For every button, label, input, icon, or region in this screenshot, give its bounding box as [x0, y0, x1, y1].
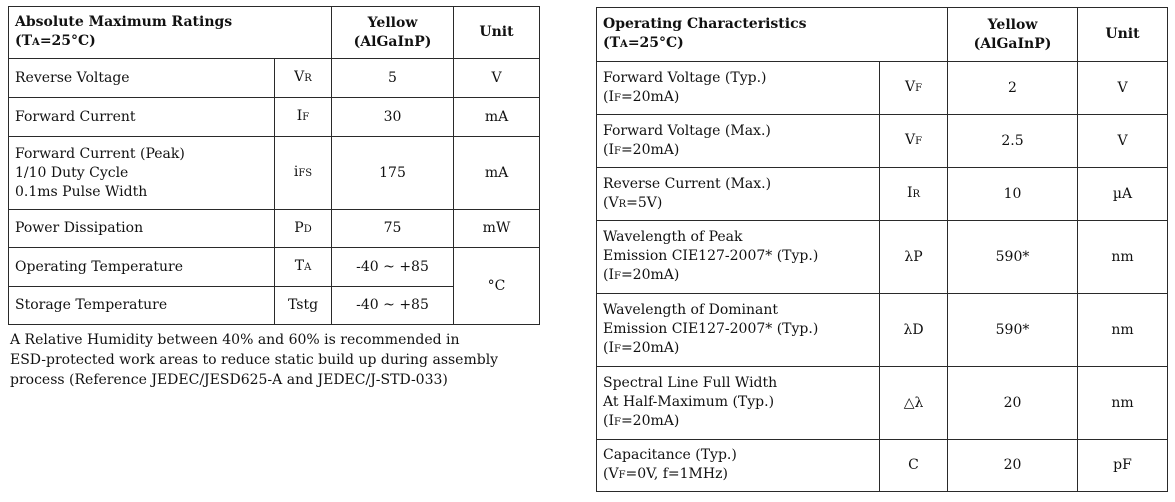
unit-cell: pF — [1077, 439, 1169, 492]
unit-cell: V — [1077, 61, 1169, 115]
param-cell: Storage Temperature — [8, 286, 275, 325]
table-row: Wavelength of Dominant Emission CIE127-2… — [596, 293, 1169, 367]
oc-title: Operating Characteristics — [603, 16, 807, 32]
symbol-cell: VF — [878, 114, 949, 168]
amr-header-row: Absolute Maximum Ratings (TA=25°C) Yello… — [7, 6, 541, 59]
table-row: Capacitance (Typ.) (VF=0V, f=1MHz) C 20 … — [596, 439, 1169, 492]
unit-cell: mW — [453, 209, 541, 248]
amr-condition: (TA=25°C) — [15, 33, 96, 49]
oc-color-header: Yellow (AlGaInP) — [947, 7, 1079, 62]
symbol-cell: λP — [878, 220, 949, 294]
symbol-cell: λD — [878, 293, 949, 367]
param-cell: Forward Voltage (Max.) (IF=20mA) — [596, 114, 880, 168]
value-cell: 5 — [331, 58, 455, 98]
humidity-note: A Relative Humidity between 40% and 60% … — [10, 332, 499, 388]
table-row: Forward Current IF 30 mA — [8, 97, 541, 137]
amr-title-cell: Absolute Maximum Ratings (TA=25°C) — [7, 6, 333, 59]
param-cell: Capacitance (Typ.) (VF=0V, f=1MHz) — [596, 439, 880, 492]
value-cell: 590* — [947, 220, 1079, 294]
absolute-maximum-ratings-table: Absolute Maximum Ratings (TA=25°C) Yello… — [7, 6, 541, 325]
param-cell: Forward Current (Peak) 1/10 Duty Cycle 0… — [8, 136, 275, 210]
unit-cell: nm — [1077, 220, 1169, 294]
table-row: Wavelength of Peak Emission CIE127-2007*… — [596, 220, 1169, 294]
param-cell: Reverse Current (Max.) (VR=5V) — [596, 167, 880, 221]
symbol-cell: IR — [878, 167, 949, 221]
oc-header-row: Operating Characteristics (TA=25°C) Yell… — [595, 7, 1169, 62]
value-cell: 30 — [331, 97, 455, 137]
amr-color-header: Yellow (AlGaInP) — [331, 6, 455, 59]
table-row: Operating Temperature TA -40 ~ +85 °C — [8, 247, 541, 325]
value-cell: 2.5 — [947, 114, 1079, 168]
symbol-cell: VF — [878, 61, 949, 115]
value-cell: 2 — [947, 61, 1079, 115]
unit-cell: V — [1077, 114, 1169, 168]
symbol-cell: Tstg — [273, 286, 333, 325]
value-cell: 20 — [947, 366, 1079, 440]
table-row: Forward Voltage (Typ.) (IF=20mA) VF 2 V — [596, 61, 1169, 115]
oc-unit-header: Unit — [1077, 7, 1169, 62]
oc-title-cell: Operating Characteristics (TA=25°C) — [595, 7, 949, 62]
table-row: Spectral Line Full Width At Half-Maximum… — [596, 366, 1169, 440]
amr-title: Absolute Maximum Ratings — [15, 14, 233, 30]
unit-cell: mA — [453, 136, 541, 210]
symbol-cell: PD — [273, 209, 333, 248]
value-cell: 10 — [947, 167, 1079, 221]
symbol-cell: TA — [273, 247, 333, 287]
symbol-cell: C — [878, 439, 949, 492]
amr-unit-header: Unit — [453, 6, 541, 59]
value-cell: 20 — [947, 439, 1079, 492]
unit-cell: V — [453, 58, 541, 98]
param-cell: Wavelength of Dominant Emission CIE127-2… — [596, 293, 880, 367]
unit-cell: µA — [1077, 167, 1169, 221]
table-row: Power Dissipation PD 75 mW — [8, 209, 541, 248]
table-row: Storage Temperature Tstg -40 ~ +85 — [8, 286, 540, 325]
oc-condition: (TA=25°C) — [603, 35, 684, 51]
unit-cell: nm — [1077, 293, 1169, 367]
unit-cell: nm — [1077, 366, 1169, 440]
table-row: Reverse Current (Max.) (VR=5V) IR 10 µA — [596, 167, 1169, 221]
symbol-cell: IF — [273, 97, 333, 137]
param-cell: Spectral Line Full Width At Half-Maximum… — [596, 366, 880, 440]
value-cell: -40 ~ +85 — [331, 286, 455, 325]
value-cell: 175 — [331, 136, 455, 210]
value-cell: 75 — [331, 209, 455, 248]
table-row: Forward Current (Peak) 1/10 Duty Cycle 0… — [8, 136, 541, 210]
unit-cell: mA — [453, 97, 541, 137]
table-row: Reverse Voltage VR 5 V — [8, 58, 541, 98]
value-cell: 590* — [947, 293, 1079, 367]
param-cell: Forward Voltage (Typ.) (IF=20mA) — [596, 61, 880, 115]
symbol-cell: △λ — [878, 366, 949, 440]
param-cell: Reverse Voltage — [8, 58, 275, 98]
value-cell: -40 ~ +85 — [331, 247, 455, 287]
table-row: Forward Voltage (Max.) (IF=20mA) VF 2.5 … — [596, 114, 1169, 168]
param-cell: Operating Temperature — [8, 247, 275, 287]
param-cell: Power Dissipation — [8, 209, 275, 248]
symbol-cell: VR — [273, 58, 333, 98]
symbol-cell: iFS — [273, 136, 333, 210]
unit-cell: °C — [453, 247, 541, 325]
operating-characteristics-table: Operating Characteristics (TA=25°C) Yell… — [595, 7, 1169, 492]
param-cell: Forward Current — [8, 97, 275, 137]
param-cell: Wavelength of Peak Emission CIE127-2007*… — [596, 220, 880, 294]
